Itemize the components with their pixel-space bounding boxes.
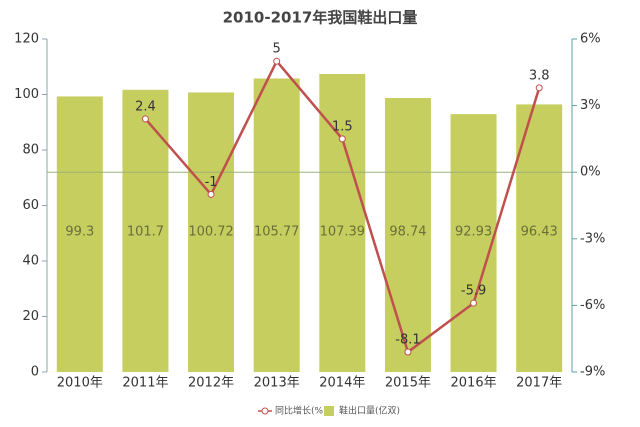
bar-label: 98.74 [389, 225, 426, 240]
y-tick-label: 20 [22, 309, 39, 324]
legend-point [261, 407, 269, 415]
x-tick-label: 2015年 [385, 376, 431, 391]
bar [253, 78, 300, 372]
point-label: 2.4 [135, 99, 156, 114]
bar-label: 92.93 [455, 225, 492, 240]
y-tick-label: 100 [14, 87, 39, 102]
bar [56, 96, 103, 372]
point-label: 3.8 [529, 68, 550, 83]
x-tick-label: 2012年 [188, 376, 234, 391]
point-label: 1.5 [332, 119, 353, 134]
x-tick-label: 2014年 [319, 376, 365, 391]
bar-label: 107.39 [320, 225, 366, 240]
bar-label: 105.77 [254, 225, 300, 240]
bar [319, 73, 366, 373]
point [535, 84, 543, 92]
y-tick-label: 80 [22, 143, 39, 158]
point [273, 57, 281, 65]
point-label: -1 [205, 175, 218, 190]
y-tick-label: 60 [22, 198, 39, 213]
x-tick-label: 2010年 [57, 376, 103, 391]
point-label: -5.9 [461, 284, 486, 299]
y2-tick-label: 0% [580, 165, 601, 180]
bar [516, 104, 563, 373]
y-tick-label: 120 [14, 32, 39, 47]
y2-tick-label: 6% [580, 32, 601, 47]
bar [384, 97, 431, 373]
y2-tick-label: -9% [580, 365, 605, 380]
x-tick-label: 2013年 [254, 376, 300, 391]
bar-label: 96.43 [521, 225, 558, 240]
legend-label: 鞋出口量(亿双) [339, 405, 400, 417]
y-tick-label: 40 [22, 254, 39, 269]
legend-label: 同比增长(%) [275, 405, 327, 417]
x-tick-label: 2011年 [122, 376, 168, 391]
point [470, 299, 478, 307]
point-label: 5 [273, 42, 281, 57]
x-tick-label: 2017年 [516, 376, 562, 391]
bar [188, 92, 235, 372]
point-label: -8.1 [395, 333, 420, 348]
x-tick-label: 2016年 [451, 376, 497, 391]
legend-swatch [324, 406, 334, 416]
y2-tick-label: -3% [580, 231, 605, 246]
bar-label: 99.3 [65, 225, 94, 240]
bar-label: 101.7 [127, 225, 164, 240]
y2-tick-label: 3% [580, 98, 601, 113]
bar-label: 100.72 [188, 225, 234, 240]
point [404, 348, 412, 356]
bar [450, 114, 497, 372]
point [207, 190, 215, 198]
point [141, 115, 149, 123]
chart-title: 2010-2017年我国鞋出口量 [223, 9, 418, 27]
y-tick-label: 0 [31, 365, 39, 380]
y2-tick-label: -6% [580, 298, 605, 313]
point [338, 135, 346, 143]
